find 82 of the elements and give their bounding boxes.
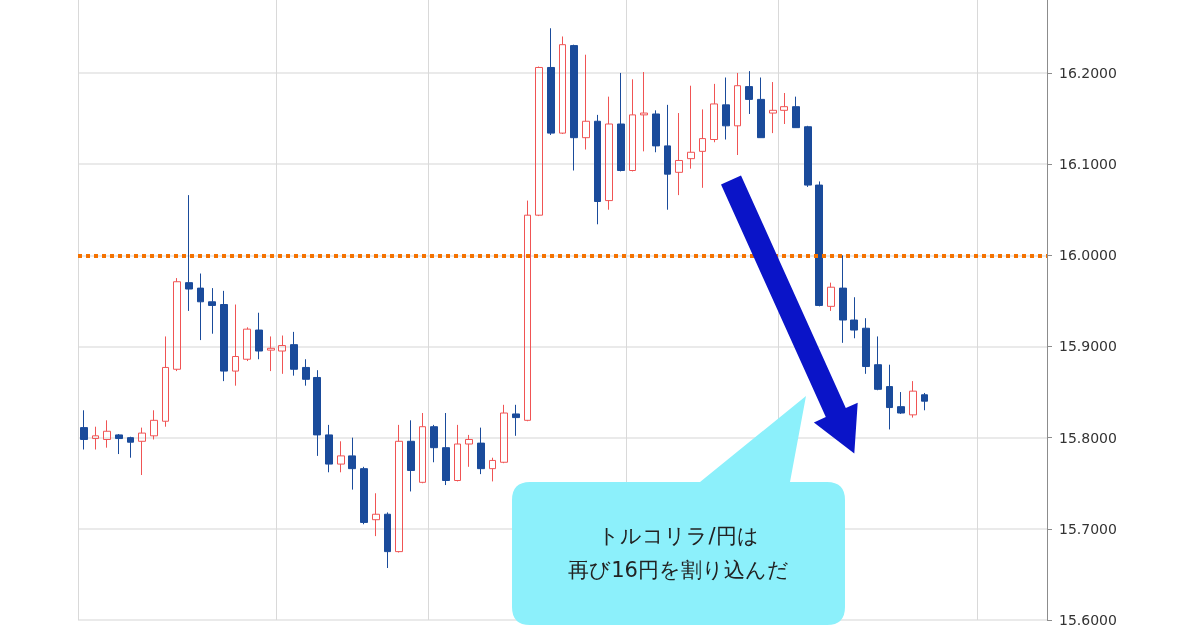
candlestick	[255, 312, 263, 360]
candlestick	[197, 273, 204, 341]
candlestick	[570, 44, 578, 171]
candlestick	[757, 77, 765, 139]
candlestick	[675, 112, 683, 196]
candlestick	[372, 492, 380, 537]
candlestick	[769, 81, 777, 134]
candlestick	[313, 369, 321, 457]
candlestick	[232, 304, 239, 387]
candlestick	[150, 409, 158, 440]
candlestick	[629, 78, 636, 172]
candlestick	[535, 66, 543, 217]
candlestick	[442, 412, 450, 486]
candlestick	[454, 424, 461, 482]
candlestick	[664, 104, 671, 211]
candlestick	[267, 335, 275, 372]
candlestick	[512, 404, 520, 437]
candlestick	[687, 85, 695, 170]
candlestick	[360, 466, 368, 525]
candlestick	[185, 194, 193, 312]
y-tick-label: 16.0000	[1059, 247, 1117, 264]
candlestick	[734, 72, 741, 156]
candlestick	[348, 437, 356, 491]
candlestick	[138, 427, 146, 476]
candlestick	[605, 96, 613, 211]
candlestick	[792, 96, 800, 129]
candlestick	[839, 254, 847, 344]
candlestick	[699, 108, 706, 189]
candlestick	[547, 27, 555, 136]
candlestick	[582, 54, 590, 151]
y-tick-label: 15.7000	[1059, 520, 1117, 537]
candlestick	[477, 427, 485, 475]
candlestick	[921, 392, 928, 411]
candlestick	[103, 419, 111, 449]
candlestick	[407, 419, 415, 492]
candlestick	[862, 317, 870, 375]
candlestick	[337, 440, 345, 473]
candlestick	[173, 277, 181, 372]
candlestick	[617, 72, 625, 172]
candlestick	[559, 35, 566, 135]
candlestick	[220, 290, 228, 382]
candlestick	[465, 434, 473, 468]
candlestick	[208, 287, 216, 335]
candlestick	[874, 335, 882, 391]
candlestick	[886, 364, 893, 430]
candlestick	[815, 180, 823, 307]
annotation: 再び16円を割り込んだ	[568, 556, 789, 584]
candlestick	[325, 424, 333, 473]
candlestick	[127, 436, 134, 459]
candlestick	[278, 335, 286, 375]
candlestick	[745, 70, 753, 115]
candlestick	[302, 358, 310, 387]
candlestick	[897, 391, 905, 415]
y-tick-label: 15.8000	[1059, 429, 1117, 446]
candlestick	[804, 125, 812, 188]
candlestick	[710, 83, 718, 143]
candlestick	[92, 426, 99, 450]
candlestick	[850, 296, 858, 339]
candlestick	[115, 433, 123, 455]
candlestick	[384, 511, 391, 569]
y-tick-label: 15.9000	[1059, 338, 1117, 355]
candlestick	[489, 457, 496, 482]
candlestick	[827, 282, 835, 312]
annotation: トルコリラ/円は	[598, 522, 759, 550]
candlestick	[395, 424, 403, 554]
candlestick	[652, 109, 660, 153]
candlestick	[80, 409, 88, 450]
y-tick-label: 16.2000	[1059, 64, 1117, 81]
candlestick	[419, 412, 426, 484]
candlestick	[780, 92, 788, 125]
candlestick	[243, 326, 251, 362]
candlestick	[909, 380, 917, 419]
candlestick	[722, 77, 730, 140]
candlestick	[524, 200, 531, 422]
y-tick-label: 15.6000	[1059, 612, 1117, 628]
y-tick-label: 16.1000	[1059, 156, 1117, 173]
candlestick	[290, 331, 298, 377]
candlestick	[500, 404, 508, 464]
candlestick	[594, 114, 601, 225]
candlestick	[430, 424, 438, 463]
candlestick	[162, 335, 169, 428]
candlestick	[640, 71, 648, 152]
